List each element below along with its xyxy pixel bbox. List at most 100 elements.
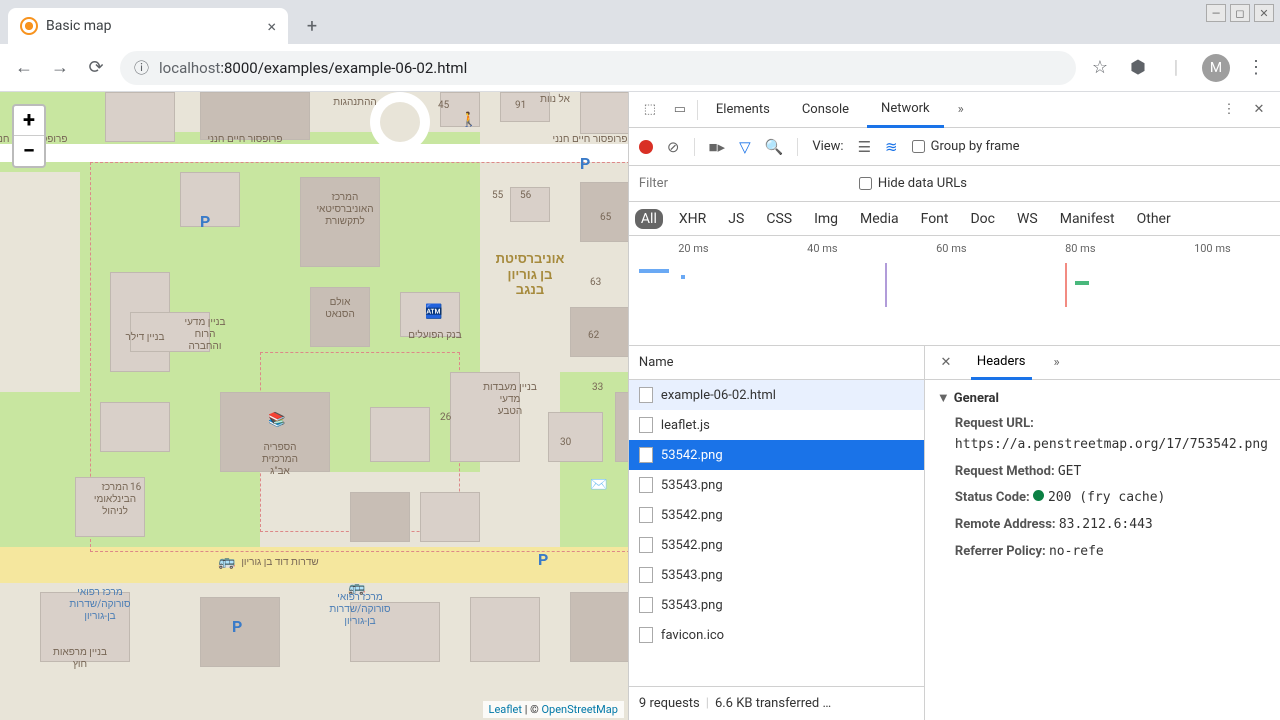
type-filter-doc[interactable]: Doc [964,209,1001,229]
osm-link[interactable]: OpenStreetMap [541,703,617,716]
bookmark-icon[interactable]: ☆ [1088,56,1112,80]
map-label: המרכז הבינלאומי לניהול [65,482,165,518]
close-detail-icon[interactable]: ✕ [933,350,959,376]
remote-value: 83.212.6:443 [1059,517,1153,532]
waterfall-view-icon[interactable]: ≋ [885,138,898,156]
type-filter-css[interactable]: CSS [760,209,798,229]
detail-tab-bar: ✕ Headers » [925,346,1280,380]
device-icon[interactable]: ▭ [667,97,693,123]
address-bar: ← → ⟳ ⓘ localhost:8000/examples/example-… [0,44,1280,92]
map-label: המרכז האוניברסיטאי לתקשורת [290,192,400,228]
file-icon [639,387,653,403]
request-row[interactable]: 53542.png [629,530,924,560]
type-filter-img[interactable]: Img [808,209,844,229]
record-button[interactable] [639,140,653,154]
request-row[interactable]: 53542.png [629,440,924,470]
hide-data-urls-checkbox[interactable]: Hide data URLs [859,176,967,191]
type-filter-all[interactable]: All [635,209,663,229]
devtools-panel: ⬚ ▭ Elements Console Network » ⋮ ✕ ⊘ ■▸ … [628,92,1280,720]
tab-network[interactable]: Network [867,92,944,128]
type-filter-ws[interactable]: WS [1011,209,1044,229]
devtools-tab-bar: ⬚ ▭ Elements Console Network » ⋮ ✕ [629,92,1280,128]
file-icon [639,447,653,463]
maximize-button[interactable]: ◻ [1230,4,1250,22]
new-tab-button[interactable]: + [298,12,326,40]
request-row[interactable]: 53543.png [629,560,924,590]
type-filter-media[interactable]: Media [854,209,905,229]
request-name: 53542.png [661,508,723,523]
map-number: 55 [492,190,503,202]
request-row[interactable]: 53543.png [629,470,924,500]
ublock-icon[interactable]: ⬢ [1126,56,1150,80]
waterfall-overview[interactable]: 20 ms40 ms60 ms80 ms100 ms [629,236,1280,346]
type-filter-js[interactable]: JS [722,209,750,229]
browser-tab[interactable]: Basic map × [8,8,288,44]
window-controls: — ◻ ✕ [1206,4,1274,22]
search-icon[interactable]: 🔍 [765,138,784,156]
forward-button[interactable]: → [48,56,72,80]
profile-avatar[interactable]: M [1202,54,1230,82]
tab-console[interactable]: Console [788,92,863,128]
zoom-out-button[interactable]: − [14,136,44,166]
request-list: Name example-06-02.htmlleaflet.js53542.p… [629,346,925,720]
tab-title: Basic map [46,18,259,34]
more-tabs-icon[interactable]: » [948,97,974,123]
list-view-icon[interactable]: ☰ [858,138,871,156]
request-row[interactable]: favicon.ico [629,620,924,650]
tab-close-icon[interactable]: × [267,17,276,36]
map-viewport[interactable]: P P P P P 📚 🏧 ✉️ 🚶 🚌 🚌 🚌 פרופסור חיים חנ… [0,92,628,720]
map-label: אל נוות [520,94,590,106]
request-row[interactable]: leaflet.js [629,410,924,440]
back-button[interactable]: ← [12,56,36,80]
request-row[interactable]: 53543.png [629,590,924,620]
tab-elements[interactable]: Elements [702,92,784,128]
request-count: 9 requests [639,696,700,711]
inspect-icon[interactable]: ⬚ [637,97,663,123]
map-street-label: שדרות דוד בן גוריון [170,557,390,569]
detail-tab-headers[interactable]: Headers [971,346,1032,380]
file-icon [639,537,653,553]
request-row[interactable]: example-06-02.html [629,380,924,410]
minimize-button[interactable]: — [1206,4,1226,22]
file-icon [639,567,653,583]
camera-icon[interactable]: ■▸ [709,138,726,156]
more-detail-tabs-icon[interactable]: » [1044,350,1070,376]
name-column-header[interactable]: Name [629,346,924,380]
group-by-frame-checkbox[interactable]: Group by frame [912,139,1020,154]
file-icon [639,417,653,433]
zoom-in-button[interactable]: + [14,106,44,136]
url-input[interactable]: ⓘ localhost:8000/examples/example-06-02.… [120,51,1076,85]
status-value: 200 (fry cache) [1048,490,1165,505]
type-filter-font[interactable]: Font [915,209,955,229]
zoom-control: + − [12,104,46,168]
status-label: Status Code: [955,490,1030,505]
close-window-button[interactable]: ✕ [1254,4,1274,22]
clear-icon[interactable]: ⊘ [667,138,680,156]
menu-icon[interactable]: ⋮ [1244,56,1268,80]
filter-icon[interactable]: ▽ [739,138,751,156]
network-toolbar: ⊘ ■▸ ▽ 🔍 View: ☰ ≋ Group by frame [629,128,1280,166]
general-section[interactable]: ▼General [937,390,1268,406]
map-number: 16 [130,482,141,494]
map-number: 62 [588,330,599,342]
map-label: אולם הסנאט [305,297,375,321]
separator: | [1164,56,1188,80]
reload-button[interactable]: ⟳ [84,56,108,80]
url-label: Request URL: [955,416,1034,431]
url-value: https://a.penstreetmap.org/17/753542.png [955,437,1268,452]
toolbar-right: ☆ ⬢ | M ⋮ [1088,54,1268,82]
filter-input[interactable] [639,176,839,191]
type-filter-manifest[interactable]: Manifest [1054,209,1121,229]
type-filter-xhr[interactable]: XHR [673,209,712,229]
map-number: 63 [590,277,601,289]
map-label: בניין דילר [110,332,180,344]
close-devtools-icon[interactable]: ✕ [1246,97,1272,123]
settings-icon[interactable]: ⋮ [1216,97,1242,123]
type-filter-bar: All XHR JS CSS Img Media Font Doc WS Manifest Othe… [629,202,1280,236]
request-row[interactable]: 53542.png [629,500,924,530]
leaflet-link[interactable]: Leaflet [489,703,522,716]
type-filter-other[interactable]: Other [1131,209,1177,229]
request-detail-pane: ✕ Headers » ▼General Request URL: https:… [925,346,1280,720]
site-info-icon[interactable]: ⓘ [134,57,149,78]
url-path: :8000/examples/example-06-02.html [220,59,467,77]
